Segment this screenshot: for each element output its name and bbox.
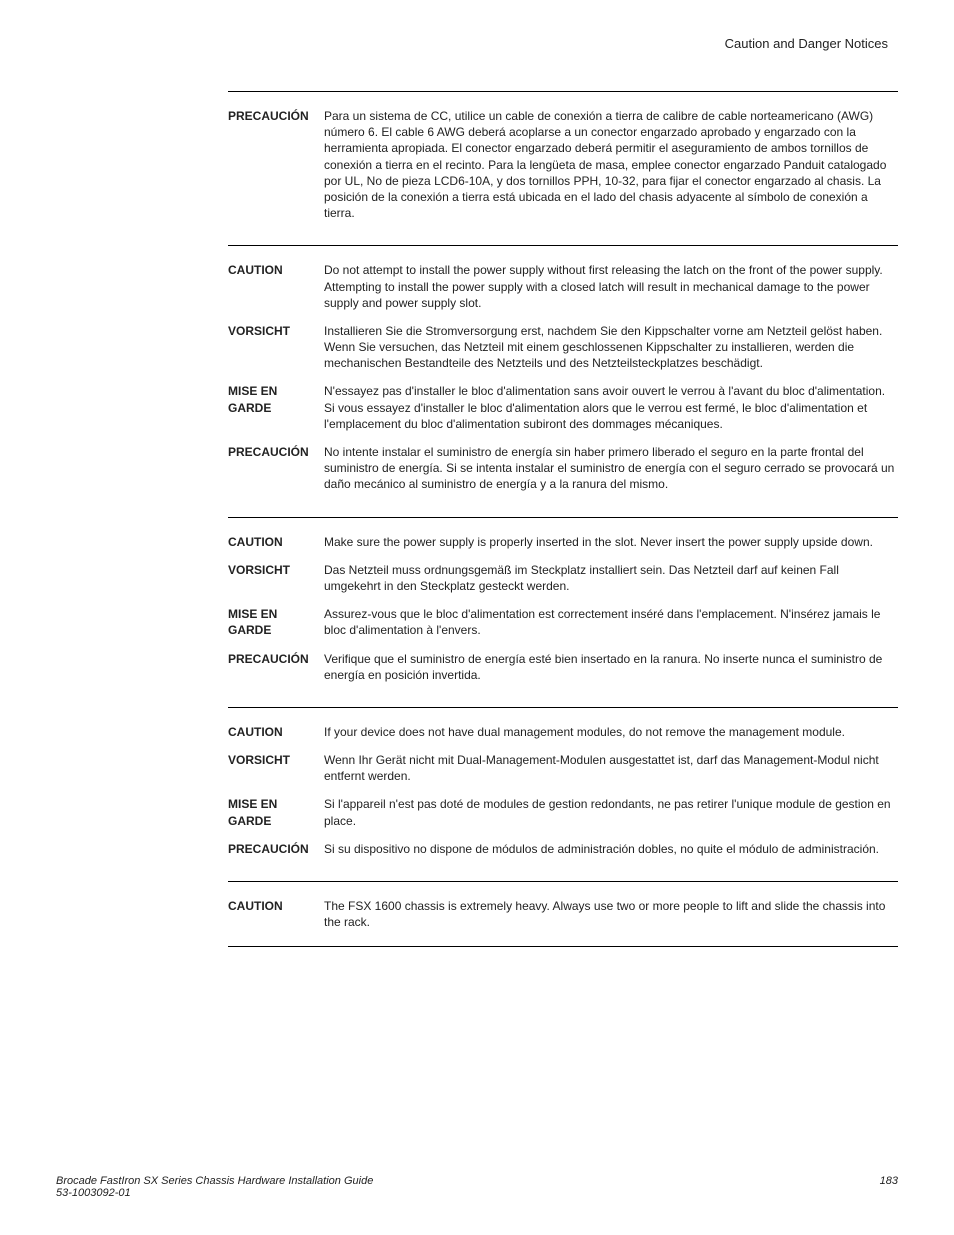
notice-text: Installieren Sie die Stromversorgung ers… — [324, 323, 898, 372]
notice-row: MISE EN GARDEN'essayez pas d'installer l… — [228, 377, 898, 438]
notice-row: PRECAUCIÓNPara un sistema de CC, utilice… — [228, 102, 898, 227]
notice-label: VORSICHT — [228, 752, 324, 768]
notice-text: If your device does not have dual manage… — [324, 724, 898, 740]
notice-row: VORSICHTWenn Ihr Gerät nicht mit Dual-Ma… — [228, 746, 898, 790]
notice-row: PRECAUCIÓNVerifique que el suministro de… — [228, 645, 898, 689]
notice-label: MISE EN GARDE — [228, 606, 324, 638]
notice-text: Make sure the power supply is properly i… — [324, 534, 898, 550]
notice-text: Para un sistema de CC, utilice un cable … — [324, 108, 898, 221]
notice-row: CAUTIONThe FSX 1600 chassis is extremely… — [228, 892, 898, 936]
page-footer: Brocade FastIron SX Series Chassis Hardw… — [56, 1175, 898, 1199]
notice-label: CAUTION — [228, 262, 324, 278]
notice-block: CAUTIONThe FSX 1600 chassis is extremely… — [228, 881, 898, 946]
notice-row: MISE EN GARDESi l'appareil n'est pas dot… — [228, 790, 898, 834]
notice-text: Si l'appareil n'est pas doté de modules … — [324, 796, 898, 828]
notice-text: Si su dispositivo no dispone de módulos … — [324, 841, 898, 857]
notice-text: Wenn Ihr Gerät nicht mit Dual-Management… — [324, 752, 898, 784]
notice-label: CAUTION — [228, 898, 324, 914]
notice-label: PRECAUCIÓN — [228, 108, 324, 124]
footer-doc-number: 53-1003092-01 — [56, 1187, 373, 1199]
notice-text: The FSX 1600 chassis is extremely heavy.… — [324, 898, 898, 930]
notice-row: VORSICHTDas Netzteil muss ordnungsgemäß … — [228, 556, 898, 600]
notice-label: PRECAUCIÓN — [228, 841, 324, 857]
notice-text: Assurez-vous que le bloc d'alimentation … — [324, 606, 898, 638]
notice-row: PRECAUCIÓNNo intente instalar el suminis… — [228, 438, 898, 499]
block-gap — [228, 873, 898, 881]
block-gap — [228, 699, 898, 707]
notice-row: CAUTIONIf your device does not have dual… — [228, 718, 898, 746]
notice-row: PRECAUCIÓNSi su dispositivo no dispone d… — [228, 835, 898, 863]
notice-block: PRECAUCIÓNPara un sistema de CC, utilice… — [228, 91, 898, 237]
notices-content: PRECAUCIÓNPara un sistema de CC, utilice… — [228, 91, 898, 947]
notice-text: Verifique que el suministro de energía e… — [324, 651, 898, 683]
footer-page-number: 183 — [880, 1175, 898, 1199]
footer-guide-title: Brocade FastIron SX Series Chassis Hardw… — [56, 1175, 373, 1187]
notice-row: CAUTIONDo not attempt to install the pow… — [228, 256, 898, 317]
notice-label: VORSICHT — [228, 562, 324, 578]
notice-text: N'essayez pas d'installer le bloc d'alim… — [324, 383, 898, 432]
footer-left: Brocade FastIron SX Series Chassis Hardw… — [56, 1175, 373, 1199]
notice-label: CAUTION — [228, 534, 324, 550]
notice-label: MISE EN GARDE — [228, 383, 324, 415]
notice-label: VORSICHT — [228, 323, 324, 339]
notice-block: CAUTIONMake sure the power supply is pro… — [228, 517, 898, 699]
block-gap — [228, 509, 898, 517]
notice-label: MISE EN GARDE — [228, 796, 324, 828]
running-header: Caution and Danger Notices — [56, 36, 898, 51]
notice-block: CAUTIONDo not attempt to install the pow… — [228, 245, 898, 508]
block-gap — [228, 237, 898, 245]
notice-row: VORSICHTInstallieren Sie die Stromversor… — [228, 317, 898, 378]
notice-text: No intente instalar el suministro de ene… — [324, 444, 898, 493]
notice-label: PRECAUCIÓN — [228, 651, 324, 667]
notice-text: Do not attempt to install the power supp… — [324, 262, 898, 311]
notice-label: PRECAUCIÓN — [228, 444, 324, 460]
notice-label: CAUTION — [228, 724, 324, 740]
notice-row: MISE EN GARDEAssurez-vous que le bloc d'… — [228, 600, 898, 644]
notice-row: CAUTIONMake sure the power supply is pro… — [228, 528, 898, 556]
notice-block: CAUTIONIf your device does not have dual… — [228, 707, 898, 873]
closing-rule — [228, 946, 898, 947]
notice-text: Das Netzteil muss ordnungsgemäß im Steck… — [324, 562, 898, 594]
page: Caution and Danger Notices PRECAUCIÓNPar… — [0, 0, 954, 1235]
